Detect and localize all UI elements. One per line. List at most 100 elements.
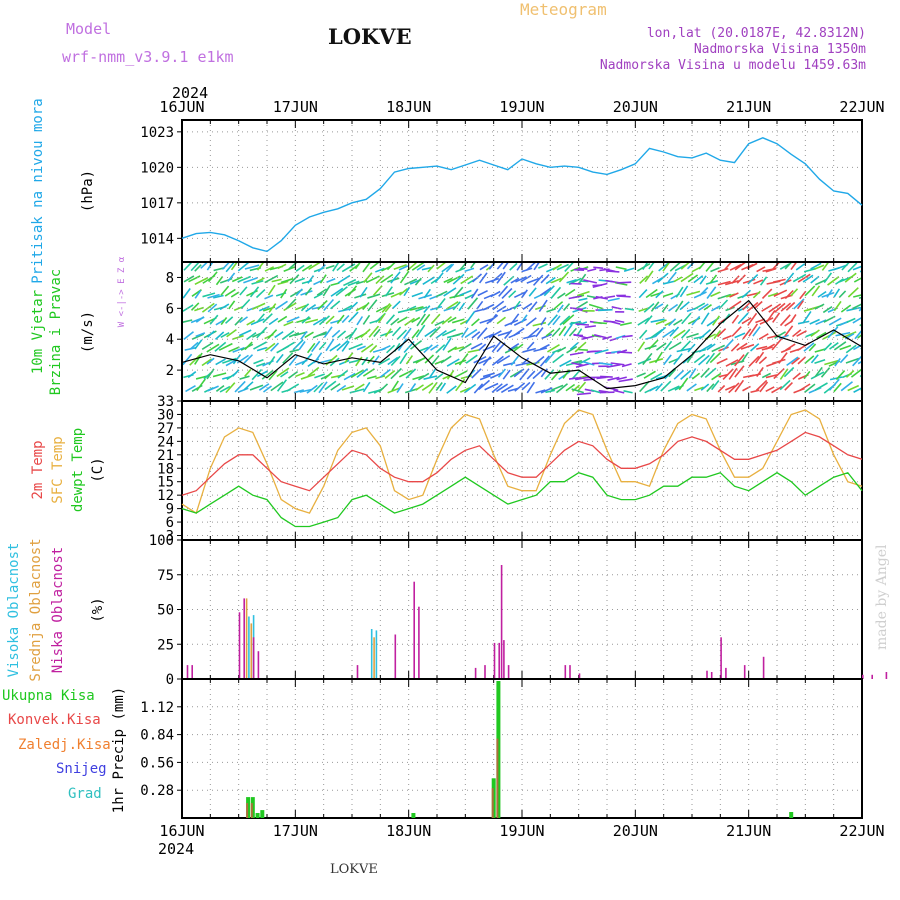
wind-barb xyxy=(734,365,745,378)
wind-barb xyxy=(301,353,313,366)
wind-barb xyxy=(539,355,550,367)
wind-barb xyxy=(262,313,273,324)
wind-barb xyxy=(228,300,236,310)
wind-barb xyxy=(676,347,691,353)
wind-barb xyxy=(535,389,546,394)
wind-barb xyxy=(669,262,682,272)
wind-barb xyxy=(532,321,547,327)
wind-barb xyxy=(742,278,756,284)
wind-barb xyxy=(711,380,720,391)
wind-barb xyxy=(354,262,362,270)
wind-barb xyxy=(362,381,371,393)
wind-barb xyxy=(607,376,620,381)
wind-barb xyxy=(228,346,240,353)
wind-barb xyxy=(821,262,830,271)
wind-barb xyxy=(285,298,297,310)
wind-barb xyxy=(253,341,267,350)
wind-barb xyxy=(516,262,524,271)
wind-barb xyxy=(317,264,326,273)
wind-barb xyxy=(396,316,408,324)
wind-barb xyxy=(784,325,794,337)
low-cloud-bar xyxy=(720,637,722,679)
wind-barb xyxy=(661,304,669,313)
wind-barb xyxy=(700,312,710,325)
wind-barb xyxy=(858,305,862,312)
wind-barb xyxy=(710,267,720,273)
x-day-label-top: 21JUN xyxy=(726,98,771,116)
wind-barb xyxy=(717,293,732,300)
low-cloud-bar xyxy=(706,670,708,679)
wind-barb xyxy=(238,329,252,337)
wind-barb xyxy=(526,370,536,380)
wind-barb xyxy=(296,317,311,324)
wind-barb xyxy=(568,376,582,380)
wind-barb xyxy=(609,320,621,325)
wind-barb xyxy=(771,337,783,351)
wind-barb xyxy=(206,262,214,271)
wind-barb xyxy=(643,370,656,379)
wind-barb xyxy=(532,274,544,286)
wind-barb xyxy=(409,306,424,311)
wind-barb xyxy=(378,383,389,393)
x-year-label-top: 2024 xyxy=(172,84,208,102)
wind-barb xyxy=(496,262,505,270)
wind-barb xyxy=(275,353,284,364)
wind-barb xyxy=(709,274,718,284)
wind-barb xyxy=(256,262,265,271)
low-cloud-bar xyxy=(503,640,505,679)
wind-barb xyxy=(811,285,821,297)
wind-barb xyxy=(483,333,495,340)
wind-barb xyxy=(289,274,300,285)
wind-barb xyxy=(386,262,397,271)
wind-barb xyxy=(215,384,225,392)
wind-barb xyxy=(786,356,799,367)
high-cloud-bar xyxy=(375,630,378,679)
wind-barb xyxy=(288,370,299,379)
y-tick-label: 1.12 xyxy=(140,700,174,716)
wind-barb xyxy=(820,367,831,378)
wind-barb xyxy=(706,383,715,393)
wind-barb xyxy=(443,287,457,297)
wind-barb xyxy=(189,341,199,350)
wind-barb xyxy=(185,385,196,393)
wind-barb xyxy=(454,346,465,351)
wind-barb xyxy=(264,266,275,272)
wind-barb xyxy=(255,289,266,299)
wind-barb xyxy=(323,298,335,312)
x-day-label-bottom: 22JUN xyxy=(839,822,884,840)
wind-barb xyxy=(540,317,547,326)
wind-barb xyxy=(728,367,738,380)
wind-barb xyxy=(768,303,782,313)
wind-barb xyxy=(618,378,633,383)
wind-barb xyxy=(642,352,653,366)
wind-barb xyxy=(767,292,779,298)
wind-barb xyxy=(446,369,455,380)
wind-barb xyxy=(387,356,399,366)
wind-barb xyxy=(654,303,664,310)
wind-barb xyxy=(587,350,603,353)
wind-barb xyxy=(779,314,791,327)
wind-barb xyxy=(797,300,804,310)
wind-barb xyxy=(405,305,417,312)
wind-barb xyxy=(674,300,684,313)
wind-barb xyxy=(703,304,712,311)
wind-barb xyxy=(298,341,306,351)
wind-barb xyxy=(639,380,650,393)
wind-barb xyxy=(540,368,548,378)
wind-direction-legend: W <-|-> E Z α xyxy=(117,256,127,327)
wind-barb xyxy=(491,355,504,366)
wind-barb xyxy=(583,279,598,284)
wind-barb xyxy=(725,359,739,367)
wind-barb xyxy=(390,367,402,380)
wind-barb xyxy=(860,284,862,287)
wind-barb xyxy=(839,354,849,364)
wind-barb xyxy=(246,319,256,326)
wind-barb xyxy=(699,328,712,340)
wind-barb xyxy=(332,262,340,272)
wind-barb xyxy=(522,302,533,310)
wind-barb xyxy=(472,273,483,283)
wind-barb xyxy=(667,385,680,392)
wind-barb xyxy=(492,300,505,311)
wind-barb xyxy=(294,277,305,283)
